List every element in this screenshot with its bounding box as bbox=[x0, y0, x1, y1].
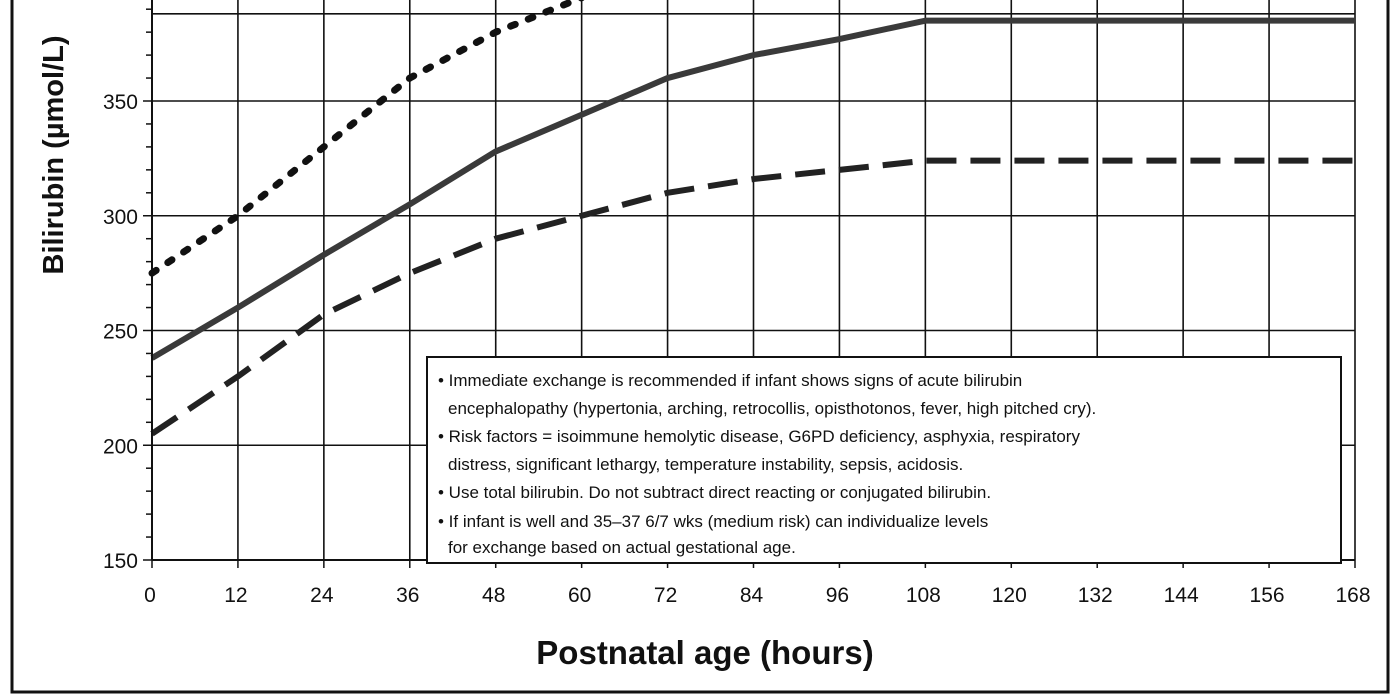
note-line-2: encephalopathy (hypertonia, arching, ret… bbox=[448, 399, 1096, 418]
notes-box: • Immediate exchange is recommended if i… bbox=[426, 356, 1342, 564]
x-tick-label: 36 bbox=[396, 584, 419, 607]
note-line-5: • Use total bilirubin. Do not subtract d… bbox=[438, 483, 991, 502]
x-tick-label: 12 bbox=[224, 584, 247, 607]
y-tick-label: 150 bbox=[103, 550, 138, 573]
x-tick-label: 108 bbox=[906, 584, 941, 607]
x-tick-label: 156 bbox=[1250, 584, 1285, 607]
x-tick-label: 60 bbox=[568, 584, 591, 607]
y-tick-label: 200 bbox=[103, 435, 138, 458]
note-line-1: • Immediate exchange is recommended if i… bbox=[438, 371, 1022, 390]
y-tick-label: 350 bbox=[103, 91, 138, 114]
x-tick-label: 96 bbox=[826, 584, 849, 607]
x-axis-title: Postnatal age (hours) bbox=[536, 634, 873, 671]
x-tick-label: 120 bbox=[992, 584, 1027, 607]
x-tick-label: 72 bbox=[654, 584, 677, 607]
outer-border bbox=[10, 0, 1390, 694]
series-line-dotted bbox=[148, 0, 585, 277]
x-tick-label: 48 bbox=[482, 584, 505, 607]
series-line-dashed bbox=[150, 157, 1355, 437]
note-line-6: • If infant is well and 35–37 6/7 wks (m… bbox=[438, 512, 988, 531]
series-line-solid bbox=[150, 17, 1355, 361]
axes: 0 12 24 36 48 60 72 84 96 108 120 132 144 156 168 150 20… bbox=[103, 0, 1371, 607]
y-tick-label: 250 bbox=[103, 321, 138, 344]
y-tick-label: 300 bbox=[103, 206, 138, 229]
note-line-3: • Risk factors = isoimmune hemolytic dis… bbox=[438, 427, 1080, 446]
x-tick-label: 0 bbox=[144, 584, 156, 607]
note-line-7: for exchange based on actual gestational… bbox=[448, 538, 796, 557]
x-tick-label: 168 bbox=[1335, 584, 1370, 607]
x-tick-label: 84 bbox=[740, 584, 764, 607]
y-axis-title: Bilirubin (µmol/L) bbox=[38, 35, 70, 274]
note-line-4: distress, significant lethargy, temperat… bbox=[448, 455, 963, 474]
series-lines bbox=[148, 0, 1355, 437]
x-tick-label: 132 bbox=[1078, 584, 1113, 607]
x-tick-label: 144 bbox=[1164, 584, 1199, 607]
x-tick-label: 24 bbox=[310, 584, 334, 607]
notes-box-border bbox=[426, 356, 1342, 564]
